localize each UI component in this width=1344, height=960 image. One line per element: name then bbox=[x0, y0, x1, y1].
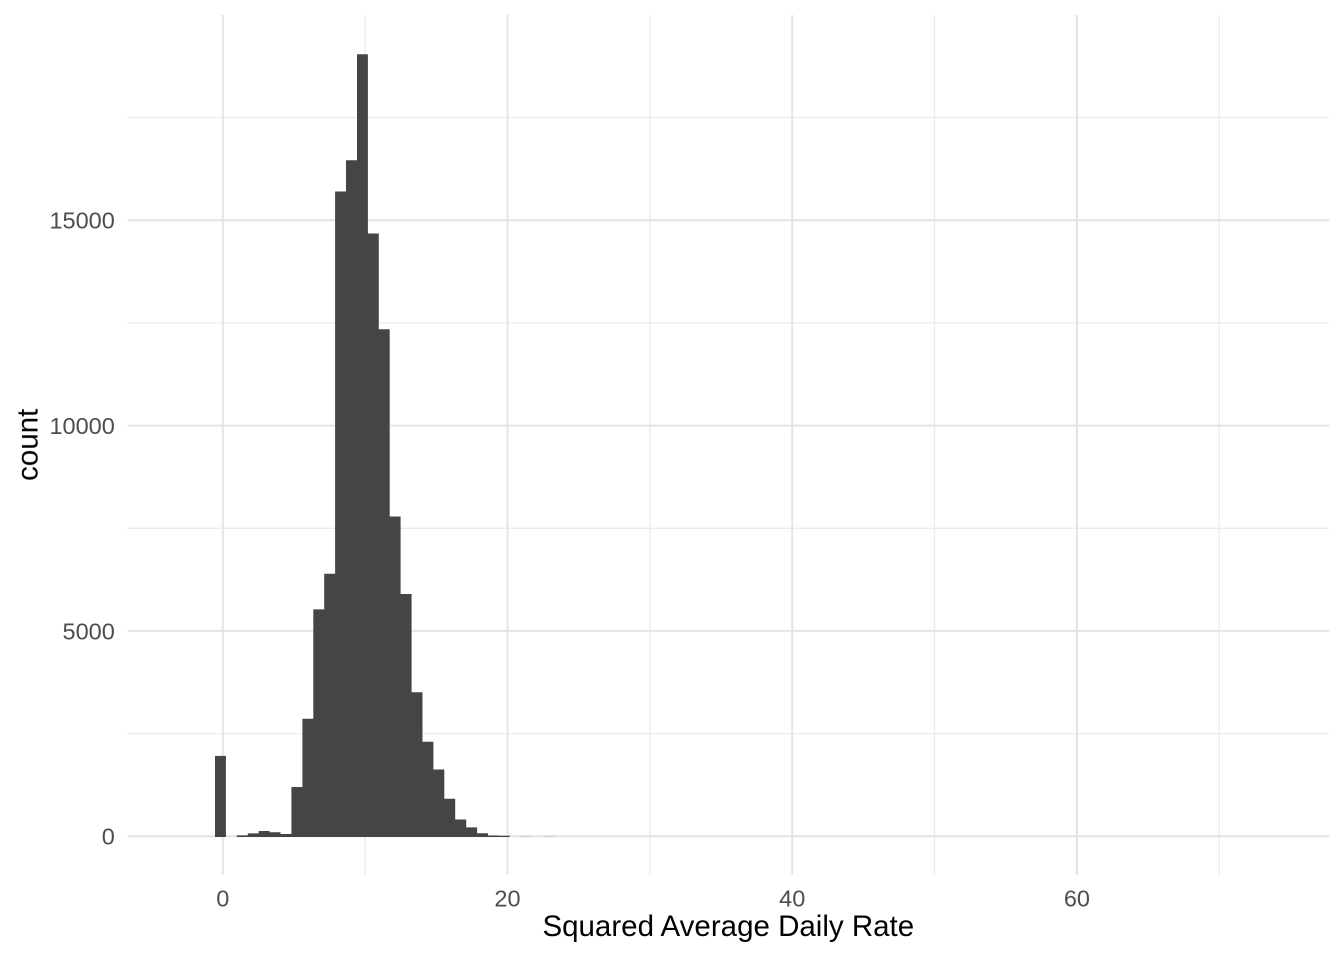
svg-text:count: count bbox=[12, 409, 45, 481]
svg-text:60: 60 bbox=[1064, 885, 1090, 911]
svg-text:0: 0 bbox=[102, 824, 115, 850]
svg-text:40: 40 bbox=[779, 885, 805, 911]
svg-text:15000: 15000 bbox=[49, 208, 114, 234]
svg-text:20: 20 bbox=[494, 885, 520, 911]
svg-text:Squared Average Daily Rate: Squared Average Daily Rate bbox=[542, 910, 914, 943]
svg-text:0: 0 bbox=[216, 885, 229, 911]
svg-text:5000: 5000 bbox=[63, 618, 115, 644]
svg-text:10000: 10000 bbox=[49, 413, 114, 439]
